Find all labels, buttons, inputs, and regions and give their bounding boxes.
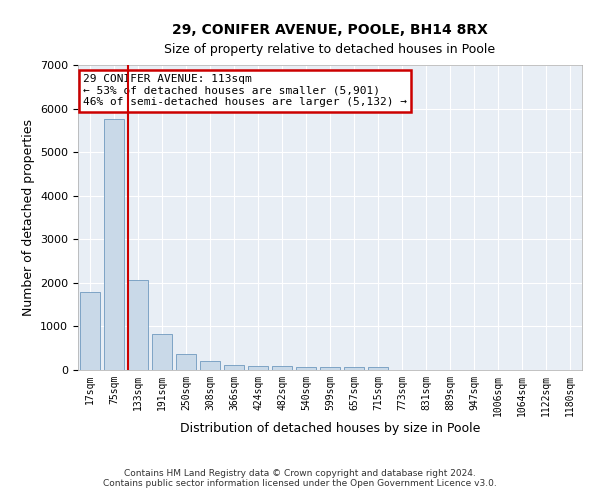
Bar	[368, 368, 388, 370]
Text: 29, CONIFER AVENUE, POOLE, BH14 8RX: 29, CONIFER AVENUE, POOLE, BH14 8RX	[172, 22, 488, 36]
Bar	[152, 334, 172, 370]
Bar	[80, 292, 100, 370]
Bar	[200, 361, 220, 370]
Y-axis label: Number of detached properties: Number of detached properties	[22, 119, 35, 316]
Bar	[176, 354, 196, 370]
Bar	[272, 366, 292, 370]
Text: 29 CONIFER AVENUE: 113sqm
← 53% of detached houses are smaller (5,901)
46% of se: 29 CONIFER AVENUE: 113sqm ← 53% of detac…	[83, 74, 407, 108]
Bar	[344, 367, 364, 370]
Text: Contains public sector information licensed under the Open Government Licence v3: Contains public sector information licen…	[103, 478, 497, 488]
Text: Size of property relative to detached houses in Poole: Size of property relative to detached ho…	[164, 42, 496, 56]
Bar	[320, 367, 340, 370]
Bar	[296, 366, 316, 370]
Bar	[128, 280, 148, 370]
X-axis label: Distribution of detached houses by size in Poole: Distribution of detached houses by size …	[180, 422, 480, 434]
Bar	[224, 365, 244, 370]
Bar	[104, 120, 124, 370]
Text: Contains HM Land Registry data © Crown copyright and database right 2024.: Contains HM Land Registry data © Crown c…	[124, 468, 476, 477]
Bar	[248, 366, 268, 370]
